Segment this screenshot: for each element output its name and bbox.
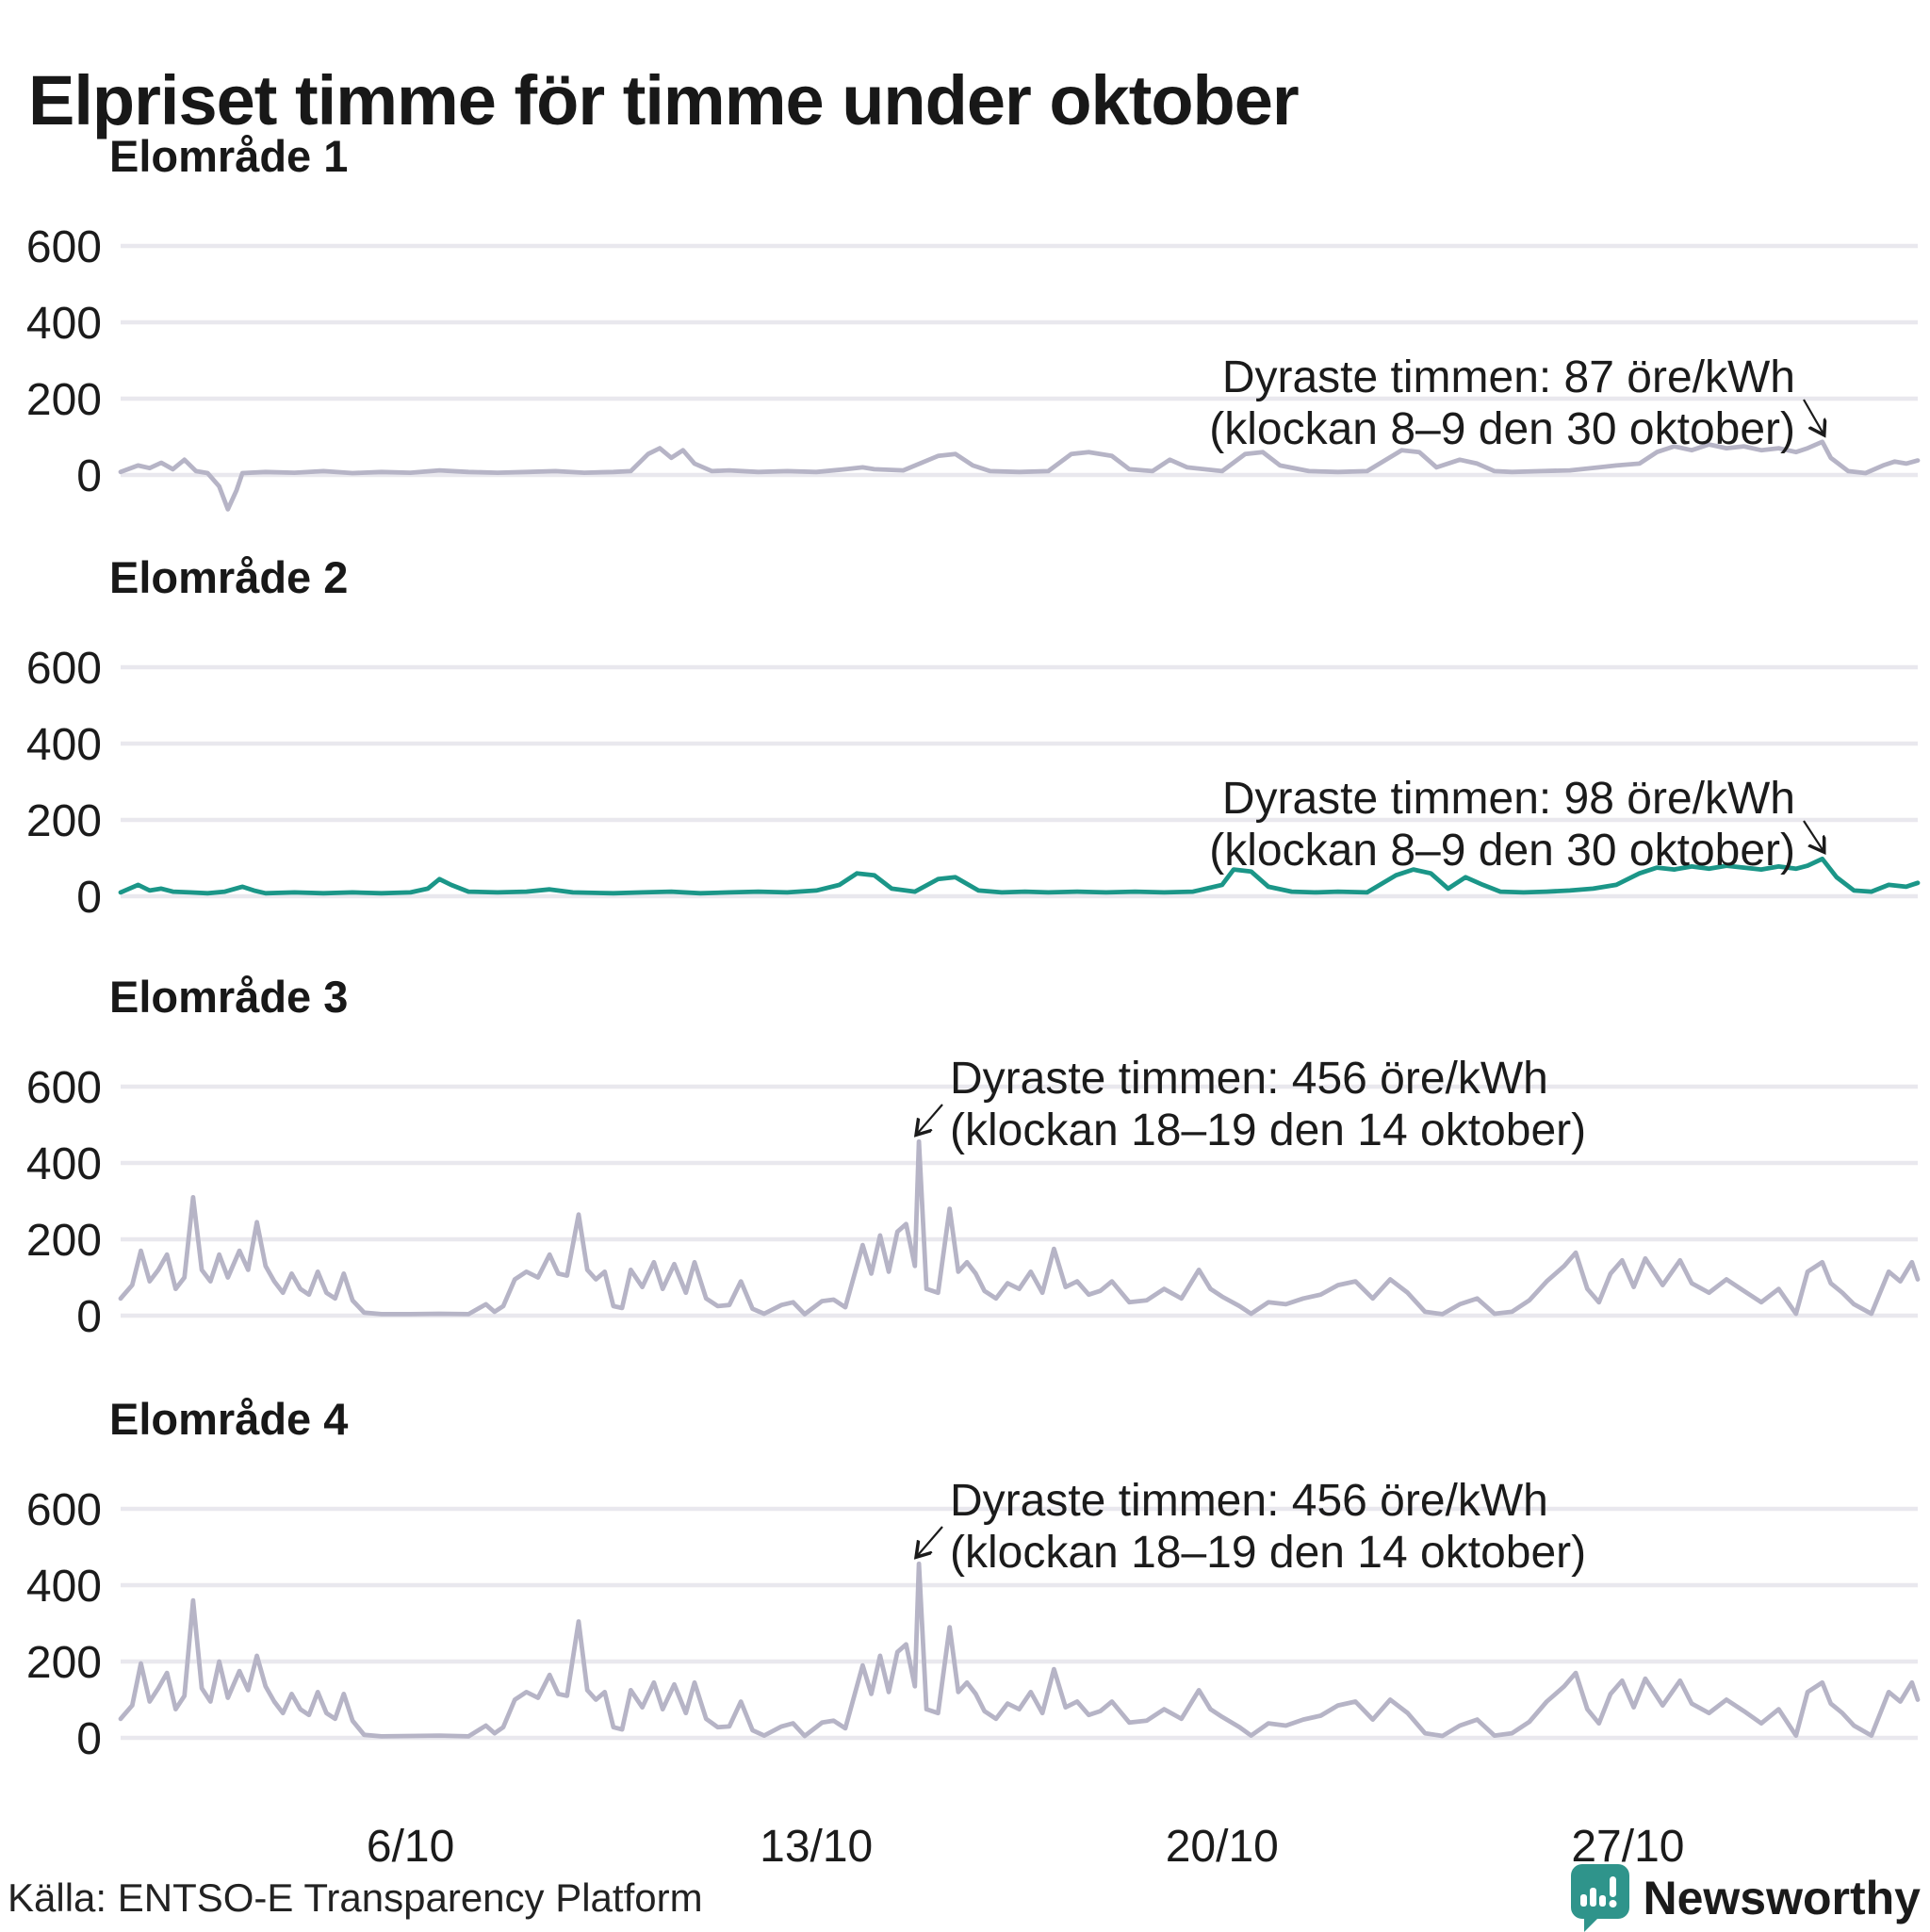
y-tick-label: 600 [26, 222, 102, 272]
annotation-line-2: (klockan 8–9 den 30 oktober) [1209, 826, 1795, 876]
annotation-line-1: Dyraste timmen: 456 öre/kWh [950, 1476, 1548, 1526]
annotation-line-1: Dyraste timmen: 456 öre/kWh [950, 1054, 1548, 1104]
y-tick-label: 600 [26, 644, 102, 694]
line-chart-elomrade-1: 600 400 200 0 Dyraste timmen: 87 öre/kWh(klo… [26, 222, 1921, 512]
price-line [118, 439, 1921, 512]
y-tick-label: 600 [26, 1485, 102, 1535]
x-tick-label: 20/10 [1165, 1822, 1279, 1872]
annotation-arrow [916, 1526, 943, 1557]
annotation-line-1: Dyraste timmen: 98 öre/kWh [1222, 774, 1795, 824]
brand-name: Newsworthy [1643, 1872, 1921, 1924]
y-tick-label: 200 [26, 1638, 102, 1688]
newsworthy-icon [1571, 1864, 1630, 1932]
annotation-arrow [916, 1104, 943, 1135]
annotation-line-2: (klockan 18–19 den 14 oktober) [950, 1105, 1586, 1155]
price-line [118, 1138, 1921, 1317]
line-chart-elomrade-4: 600 400 200 0 Dyraste timmen: 456 öre/kWh(kl… [26, 1476, 1921, 1764]
y-tick-label: 0 [76, 873, 102, 923]
line-chart-elomrade-2: 600 400 200 0 Dyraste timmen: 98 öre/kWh(klo… [26, 644, 1921, 923]
subplot-title-elomrade-2: Elområde 2 [109, 552, 349, 602]
y-tick-label: 0 [76, 451, 102, 501]
y-tick-label: 400 [26, 1139, 102, 1189]
annotation-line-2: (klockan 8–9 den 30 oktober) [1209, 404, 1795, 454]
line-chart-elomrade-3: 600 400 200 0 Dyraste timmen: 456 öre/kWh(kl… [26, 1054, 1921, 1342]
y-tick-label: 600 [26, 1063, 102, 1113]
price-line [118, 1561, 1921, 1739]
x-tick-label: 27/10 [1571, 1822, 1685, 1872]
subplot-title-elomrade-3: Elområde 3 [109, 972, 349, 1022]
x-tick-label: 6/10 [366, 1822, 455, 1872]
page-title: Elpriset timme för timme under oktober [28, 60, 1300, 139]
source-note: Källa: ENTSO-E Transparency Platform [8, 1875, 703, 1920]
y-tick-label: 200 [26, 1216, 102, 1266]
y-tick-label: 200 [26, 796, 102, 846]
annotation-line-2: (klockan 18–19 den 14 oktober) [950, 1528, 1586, 1578]
y-tick-label: 400 [26, 1562, 102, 1612]
y-tick-label: 200 [26, 375, 102, 425]
y-tick-label: 400 [26, 720, 102, 770]
price-line [118, 856, 1921, 896]
brand-logo: Newsworthy [1571, 1864, 1921, 1932]
subplot-title-elomrade-4: Elområde 4 [109, 1394, 349, 1444]
annotation-arrow [1803, 820, 1824, 852]
x-tick-label: 13/10 [760, 1822, 874, 1872]
annotation-line-1: Dyraste timmen: 87 öre/kWh [1222, 352, 1795, 402]
y-tick-label: 400 [26, 299, 102, 349]
y-tick-label: 0 [76, 1292, 102, 1342]
y-tick-label: 0 [76, 1714, 102, 1764]
subplot-title-elomrade-1: Elområde 1 [109, 131, 349, 181]
annotation-arrow [1803, 399, 1824, 435]
